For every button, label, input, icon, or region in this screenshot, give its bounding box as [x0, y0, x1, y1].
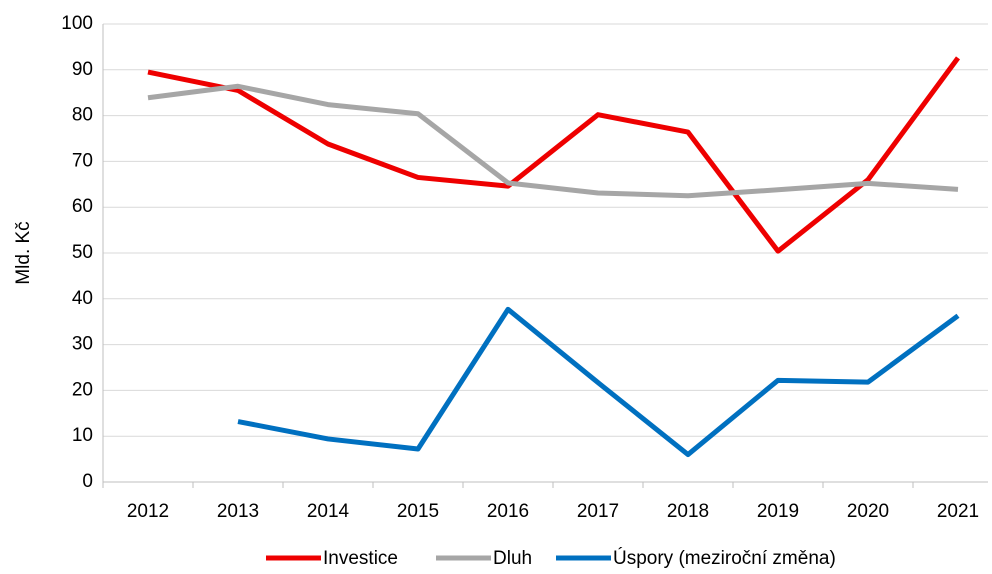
series-line [147, 83, 959, 199]
x-tick-label: 2012 [127, 501, 169, 522]
y-tick-label: 30 [72, 334, 93, 355]
x-tick-label: 2013 [217, 501, 259, 522]
y-tick-label: 20 [72, 379, 93, 400]
legend-label: Dluh [493, 548, 532, 569]
y-tick-label: 100 [61, 13, 93, 34]
y-tick-label: 40 [72, 288, 93, 309]
x-tick-label: 2017 [577, 501, 619, 522]
x-tick-label: 2018 [667, 501, 709, 522]
x-tick-label: 2020 [847, 501, 889, 522]
y-tick-label: 90 [72, 59, 93, 80]
series-line [147, 56, 961, 254]
y-tick-label: 50 [72, 242, 93, 263]
series-line [237, 306, 960, 458]
legend-label: Úspory (meziroční změna) [613, 547, 836, 569]
y-axis-label: Mld. Kč [13, 221, 34, 284]
x-tick-label: 2021 [937, 501, 979, 522]
legend-label: Investice [323, 548, 398, 569]
y-tick-label: 10 [72, 425, 93, 446]
x-tick-label: 2015 [397, 501, 439, 522]
y-tick-label: 0 [82, 471, 93, 492]
y-tick-label: 60 [72, 196, 93, 217]
y-tick-label: 80 [72, 105, 93, 126]
y-tick-label: 70 [72, 150, 93, 171]
x-tick-label: 2014 [307, 501, 350, 522]
x-tick-label: 2016 [487, 501, 529, 522]
x-tick-label: 2019 [757, 501, 799, 522]
